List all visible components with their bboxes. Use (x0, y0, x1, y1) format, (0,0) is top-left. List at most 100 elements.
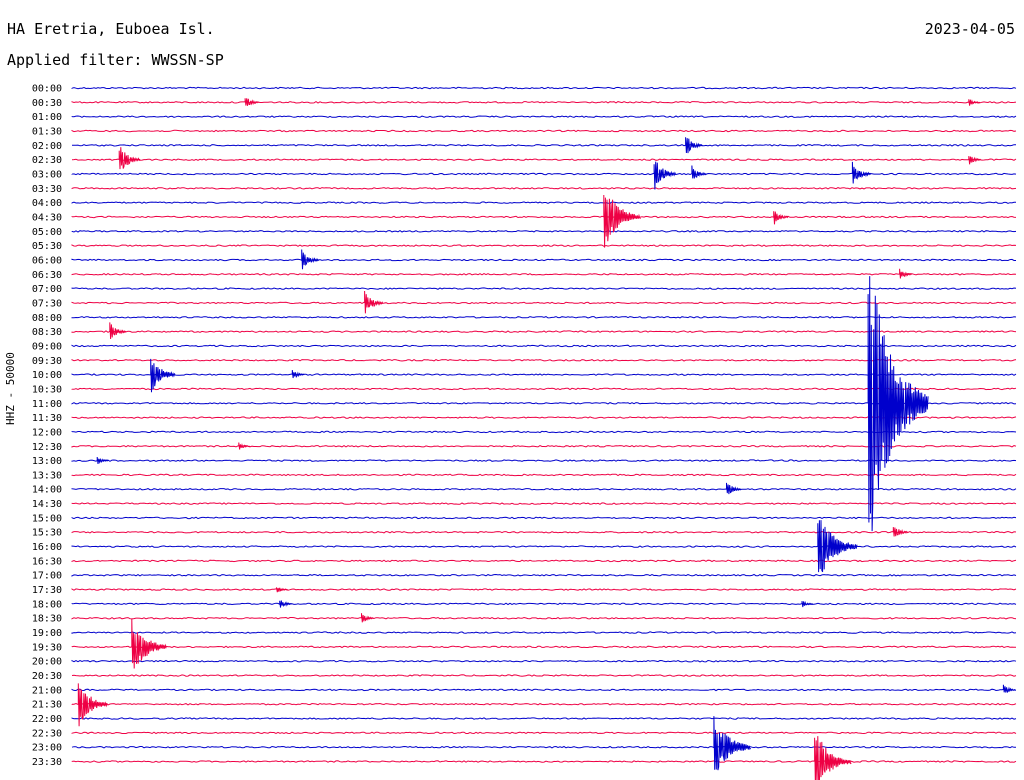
seismic-event (1002, 684, 1016, 693)
row-label: 20:00 (32, 657, 62, 668)
trace-row (71, 287, 1017, 290)
row-label: 16:30 (32, 556, 62, 567)
row-label: 21:30 (32, 700, 62, 711)
seismic-event (118, 147, 141, 170)
row-label: 07:30 (32, 298, 62, 309)
trace-row (71, 659, 1017, 663)
trace-row (71, 86, 1017, 90)
trace-row (71, 530, 1017, 534)
row-label: 19:30 (32, 642, 62, 653)
row-label: 15:00 (32, 513, 62, 524)
row-label: 14:30 (32, 499, 62, 510)
trace-row (71, 258, 1016, 262)
trace-group (71, 86, 1017, 780)
row-label: 01:30 (32, 126, 62, 137)
seismic-event (150, 358, 176, 393)
seismic-event (899, 268, 912, 279)
seismic-event (968, 156, 982, 165)
row-label: 02:00 (32, 141, 62, 152)
trace-row (71, 416, 1017, 419)
trace-row (71, 430, 1017, 434)
trace-row (71, 745, 1017, 749)
trace-row (71, 301, 1017, 305)
row-label: 13:30 (32, 470, 62, 481)
row-label: 09:30 (32, 356, 62, 367)
trace-row (71, 760, 1017, 763)
row-label: 01:00 (32, 112, 62, 123)
row-label: 05:30 (32, 241, 62, 252)
seismic-event (603, 194, 641, 248)
row-label: 08:00 (32, 313, 62, 324)
trace-row (71, 602, 1017, 606)
trace-row (71, 588, 1017, 591)
seismic-event (77, 683, 108, 727)
row-label: 17:00 (32, 571, 62, 582)
trace-row (71, 344, 1017, 348)
seismic-event (131, 618, 167, 669)
row-label: 16:00 (32, 542, 62, 553)
trace-row (71, 545, 1017, 548)
row-label: 10:30 (32, 384, 62, 395)
trace-row (71, 559, 1017, 563)
trace-row (71, 459, 1017, 462)
row-label: 17:30 (32, 585, 62, 596)
row-label: 10:00 (32, 370, 62, 381)
seismic-event (801, 600, 814, 608)
trace-row (71, 717, 1017, 720)
trace-row (71, 115, 1017, 118)
trace-row (71, 631, 1017, 634)
row-label: 22:00 (32, 714, 62, 725)
seismic-event (685, 137, 703, 154)
trace-row (71, 330, 1017, 333)
trace-row (71, 487, 1017, 491)
row-label: 02:30 (32, 155, 62, 166)
row-label: 14:00 (32, 485, 62, 496)
row-label: 03:30 (32, 184, 62, 195)
trace-row (71, 702, 1017, 706)
seismic-event (691, 165, 707, 179)
seismic-event (361, 613, 374, 623)
seismic-event (364, 290, 384, 314)
seismic-event (713, 716, 752, 771)
row-label: 23:30 (32, 757, 62, 768)
seismic-event (109, 322, 127, 340)
trace-row (71, 201, 1017, 204)
row-label: 11:30 (32, 413, 62, 424)
trace-row (71, 387, 1017, 391)
trace-row (71, 573, 1017, 577)
trace-row (71, 674, 1017, 677)
trace-row (71, 129, 1017, 133)
seismic-event (773, 211, 789, 225)
trace-row (71, 230, 1017, 233)
row-label: 11:00 (32, 399, 62, 410)
seismic-event (96, 456, 109, 465)
seismic-event (814, 736, 852, 780)
row-label: 07:00 (32, 284, 62, 295)
row-label: 08:30 (32, 327, 62, 338)
trace-row (71, 100, 1017, 104)
row-label: 22:30 (32, 728, 62, 739)
row-label: 03:00 (32, 169, 62, 180)
row-label: 09:00 (32, 341, 62, 352)
seismic-event (851, 161, 872, 184)
station-title: HA Eretria, Euboea Isl. (7, 20, 215, 38)
trace-row (71, 402, 1017, 405)
row-label: 18:00 (32, 599, 62, 610)
trace-row (71, 316, 1017, 319)
trace-row (71, 373, 1017, 376)
seismic-event (276, 587, 288, 593)
row-label: 19:00 (32, 628, 62, 639)
row-label: 04:30 (32, 212, 62, 223)
row-label: 15:30 (32, 528, 62, 539)
trace-row (71, 273, 1017, 276)
seismic-event (817, 520, 858, 573)
seismic-event (291, 370, 305, 379)
row-label: 12:30 (32, 442, 62, 453)
row-label: 00:00 (32, 84, 62, 95)
seismic-event (892, 527, 909, 537)
seismic-event (238, 442, 251, 450)
trace-row (71, 215, 1017, 219)
trace-row (71, 473, 1017, 477)
seismic-event (968, 99, 981, 106)
